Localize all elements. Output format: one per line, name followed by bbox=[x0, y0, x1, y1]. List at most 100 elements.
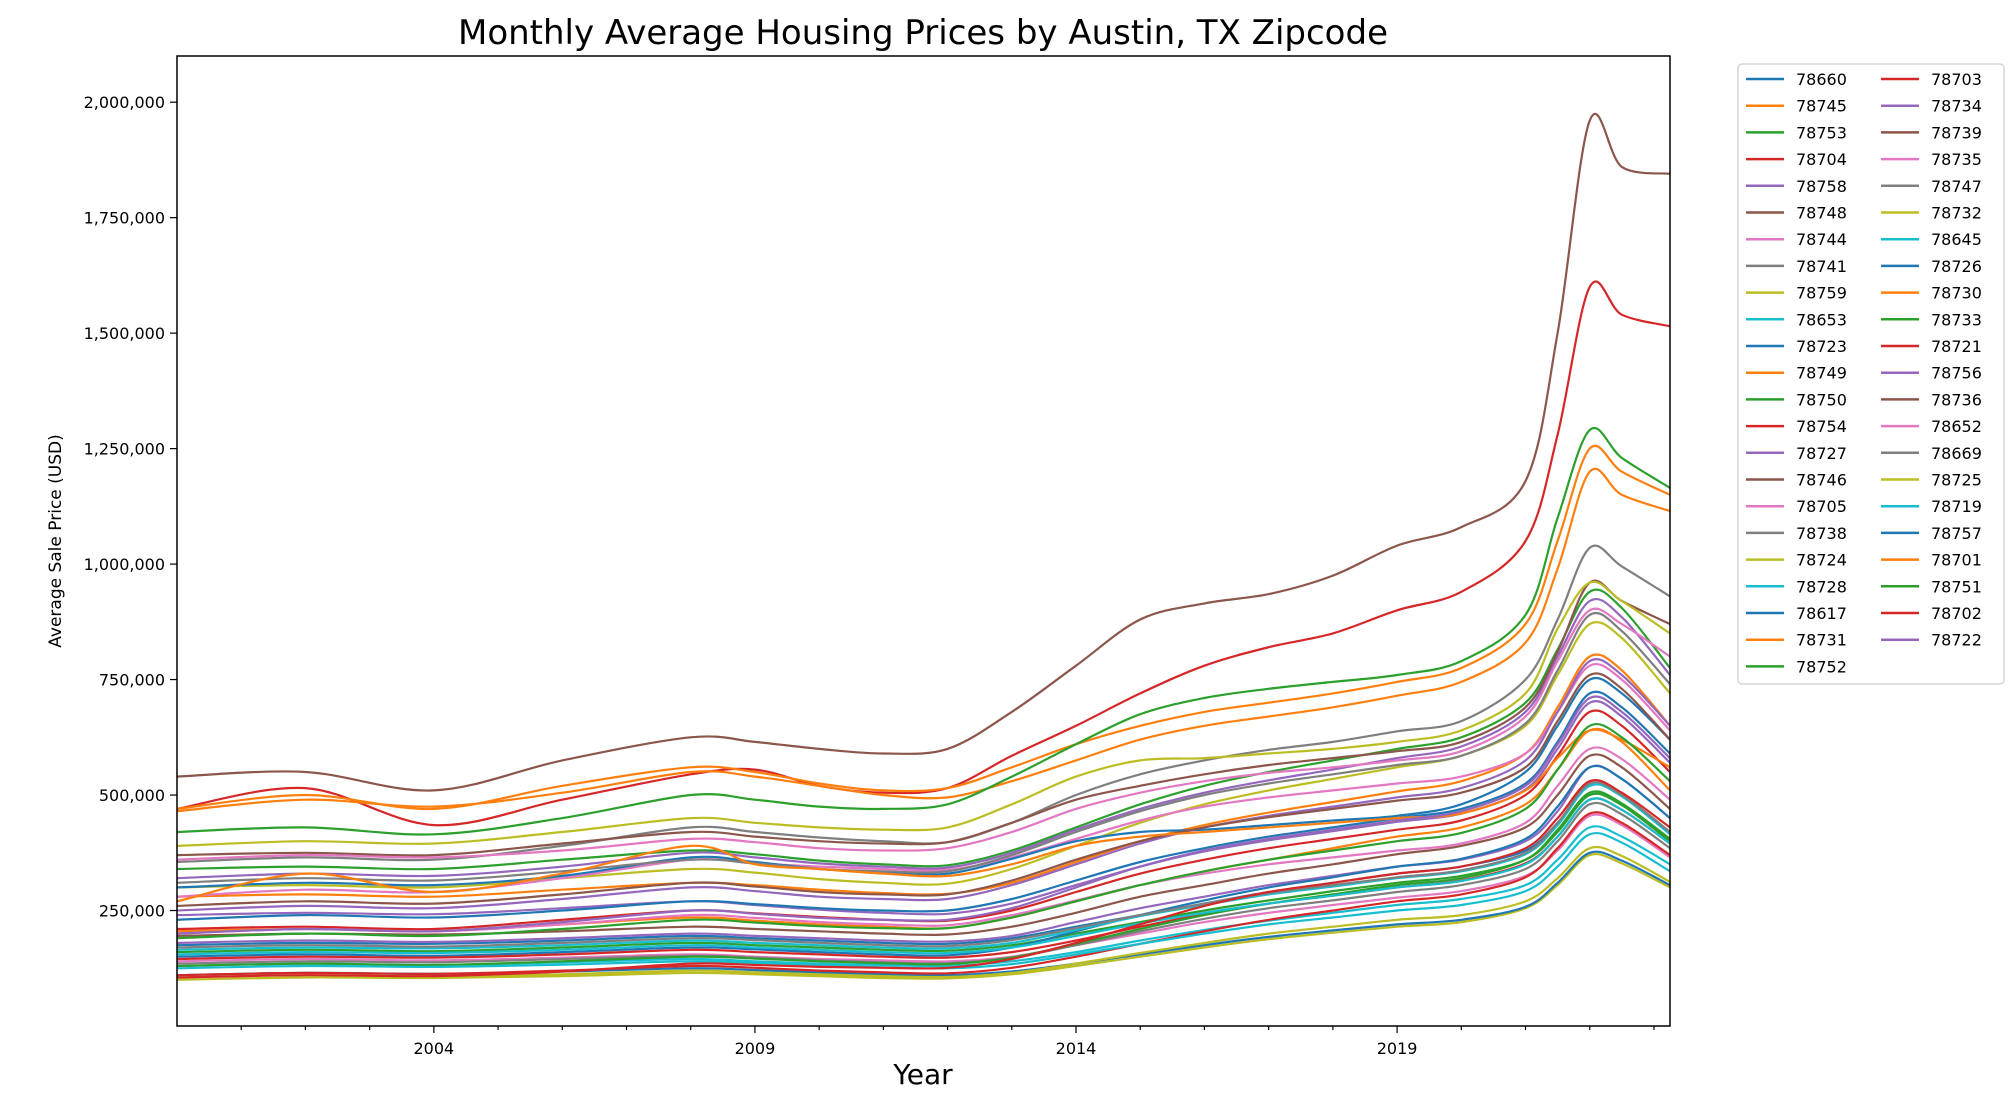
series-line-78751 bbox=[176, 722, 1671, 940]
series-line-78756 bbox=[176, 658, 1671, 912]
series-line-78728 bbox=[176, 783, 1671, 951]
legend-item: 78726 bbox=[1881, 257, 1982, 276]
legend-item: 78734 bbox=[1881, 97, 1982, 116]
legend-label: 78747 bbox=[1931, 177, 1982, 196]
legend-item: 78739 bbox=[1881, 123, 1982, 142]
plot-lines bbox=[176, 112, 1671, 981]
legend-item: 78703 bbox=[1881, 70, 1982, 89]
series-line-78660 bbox=[176, 783, 1671, 947]
legend-label: 78749 bbox=[1796, 364, 1847, 383]
legend-label: 78736 bbox=[1931, 390, 1982, 409]
legend-item: 78730 bbox=[1881, 284, 1982, 303]
y-tick-label: 250,000 bbox=[99, 902, 165, 921]
series-line-78645 bbox=[176, 797, 1671, 956]
legend-item: 78756 bbox=[1881, 364, 1982, 383]
series-line-78736 bbox=[176, 672, 1671, 907]
series-line-78738 bbox=[176, 544, 1671, 864]
legend-label: 78759 bbox=[1796, 284, 1847, 303]
y-tick-label: 1,250,000 bbox=[84, 440, 165, 459]
legend-item: 78617 bbox=[1746, 604, 1847, 623]
series-line-78758 bbox=[176, 764, 1671, 944]
legend-label: 78701 bbox=[1931, 551, 1982, 570]
legend-label: 78704 bbox=[1796, 150, 1847, 169]
series-line-78726 bbox=[176, 676, 1671, 889]
legend-label: 78725 bbox=[1931, 471, 1982, 490]
series-line-78746 bbox=[176, 112, 1671, 792]
legend-label: 78748 bbox=[1796, 204, 1847, 223]
x-tick-label: 2004 bbox=[414, 1039, 455, 1058]
legend-item: 78752 bbox=[1746, 657, 1847, 676]
series-line-78735 bbox=[176, 607, 1671, 861]
legend-item: 78750 bbox=[1746, 390, 1847, 409]
legend-label: 78617 bbox=[1796, 604, 1847, 623]
legend-label: 78753 bbox=[1796, 123, 1847, 142]
legend-item: 78701 bbox=[1881, 551, 1982, 570]
series-line-78703 bbox=[176, 709, 1671, 931]
x-tick-label: 2019 bbox=[1377, 1039, 1418, 1058]
legend-item: 78702 bbox=[1881, 604, 1982, 623]
legend-frame bbox=[1737, 63, 2005, 685]
series-line-78757 bbox=[176, 690, 1671, 921]
legend-label: 78726 bbox=[1931, 257, 1982, 276]
legend-label: 78653 bbox=[1796, 310, 1847, 329]
legend-label: 78731 bbox=[1796, 631, 1847, 650]
series-line-78669 bbox=[176, 611, 1671, 884]
legend-label: 78750 bbox=[1796, 390, 1847, 409]
series-line-78733 bbox=[176, 426, 1671, 836]
legend-label: 78669 bbox=[1931, 444, 1982, 463]
series-line-78734 bbox=[176, 597, 1671, 880]
legend-item: 78721 bbox=[1881, 337, 1982, 356]
series-line-78721 bbox=[176, 811, 1671, 977]
series-line-78747 bbox=[176, 781, 1671, 949]
legend-item: 78746 bbox=[1746, 471, 1847, 490]
y-tick-label: 500,000 bbox=[99, 786, 165, 805]
legend-label: 78724 bbox=[1796, 551, 1847, 570]
legend-item: 78719 bbox=[1881, 497, 1982, 516]
series-line-78705 bbox=[176, 662, 1671, 898]
legend-label: 78728 bbox=[1796, 577, 1847, 596]
legend-label: 78727 bbox=[1796, 444, 1847, 463]
legend-item: 78741 bbox=[1746, 257, 1847, 276]
legend-label: 78721 bbox=[1931, 337, 1982, 356]
plot-area-frame bbox=[176, 55, 1671, 1027]
series-line-78741 bbox=[176, 801, 1671, 965]
legend-label: 78733 bbox=[1931, 310, 1982, 329]
legend-item: 78745 bbox=[1746, 97, 1847, 116]
legend-label: 78744 bbox=[1796, 230, 1847, 249]
legend-label: 78722 bbox=[1931, 631, 1982, 650]
series-line-78723 bbox=[176, 764, 1671, 958]
legend-item: 78723 bbox=[1746, 337, 1847, 356]
legend-item: 78738 bbox=[1746, 524, 1847, 543]
legend-item: 78735 bbox=[1881, 150, 1982, 169]
legend-item: 78733 bbox=[1881, 310, 1982, 329]
x-axis: 2004 2009 2014 2019 bbox=[240, 1026, 1655, 1058]
series-line-78701 bbox=[176, 728, 1671, 903]
x-tick-label: 2014 bbox=[1056, 1039, 1097, 1058]
series-line-78704 bbox=[176, 280, 1671, 827]
legend-label: 78752 bbox=[1796, 657, 1847, 676]
legend-label: 78738 bbox=[1796, 524, 1847, 543]
legend-item: 78724 bbox=[1746, 551, 1847, 570]
legend-label: 78723 bbox=[1796, 337, 1847, 356]
legend-item: 78749 bbox=[1746, 364, 1847, 383]
x-tick-label: 2009 bbox=[735, 1039, 776, 1058]
legend-item: 78727 bbox=[1746, 444, 1847, 463]
legend-item: 78759 bbox=[1746, 284, 1847, 303]
legend-label: 78730 bbox=[1931, 284, 1982, 303]
y-tick-label: 1,500,000 bbox=[84, 324, 165, 343]
legend-item: 78757 bbox=[1881, 524, 1982, 543]
y-tick-label: 750,000 bbox=[99, 671, 165, 690]
y-tick-label: 1,000,000 bbox=[84, 555, 165, 574]
legend-item: 78705 bbox=[1746, 497, 1847, 516]
legend-label: 78652 bbox=[1931, 417, 1982, 436]
y-tick-label: 1,750,000 bbox=[84, 209, 165, 228]
legend-label: 78741 bbox=[1796, 257, 1847, 276]
legend-item: 78653 bbox=[1746, 310, 1847, 329]
legend-item: 78754 bbox=[1746, 417, 1847, 436]
legend: 78660 78745 78753 78704 78758 78748 78744 78741… bbox=[1737, 63, 2005, 685]
legend-label: 78754 bbox=[1796, 417, 1847, 436]
x-axis-title: Year bbox=[892, 1058, 953, 1091]
legend-label: 78660 bbox=[1796, 70, 1847, 89]
y-axis: 250,000 500,000 750,000 1,000,000 1,250,000 1… bbox=[84, 93, 177, 921]
series-line-78725 bbox=[176, 845, 1671, 979]
